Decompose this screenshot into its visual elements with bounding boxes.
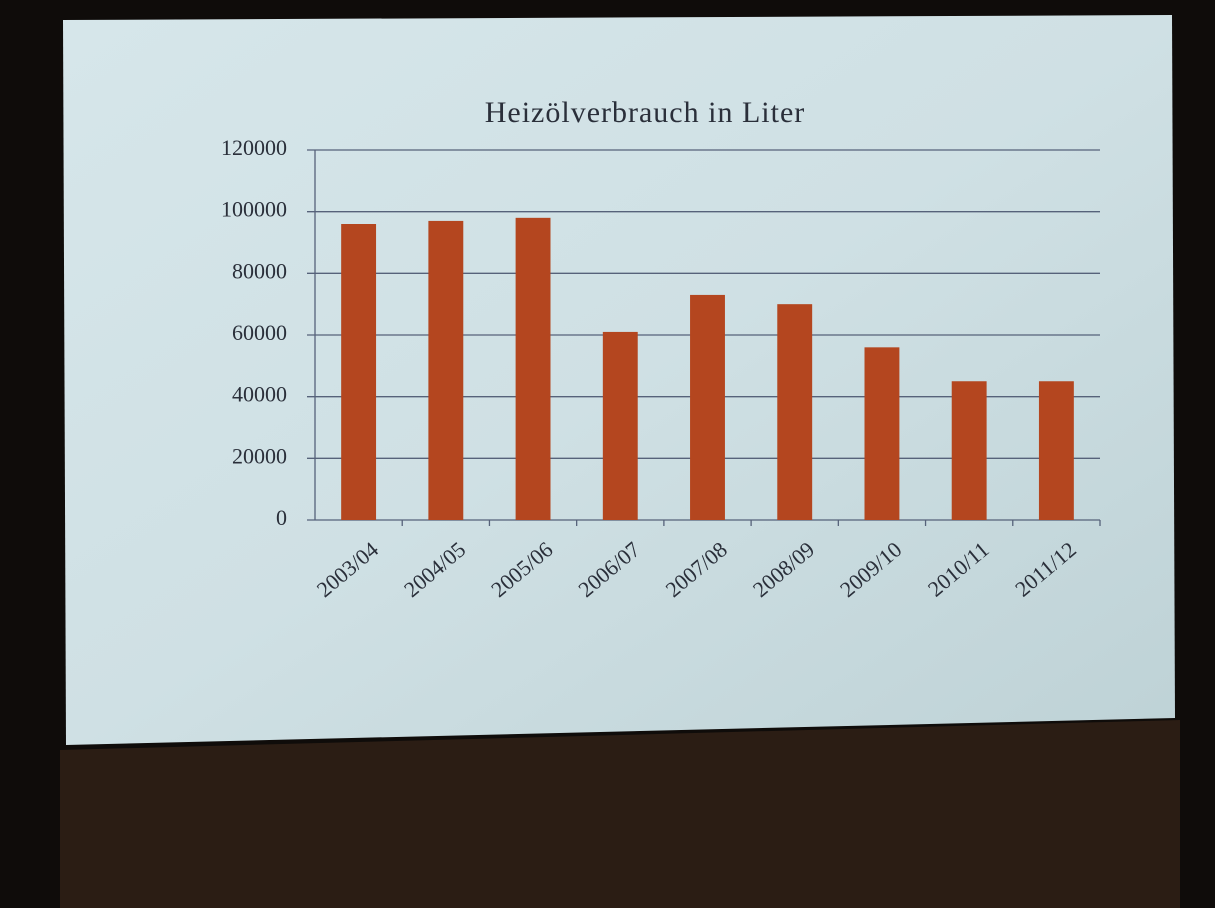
y-tick-label: 20000 (232, 443, 287, 468)
y-tick-label: 0 (276, 505, 287, 530)
y-tick-label: 60000 (232, 320, 287, 345)
bar (341, 224, 376, 520)
bar (428, 221, 463, 520)
chart: Heizölverbrauch in Liter 0 20000 40000 6000… (0, 0, 1215, 908)
wall (60, 720, 1180, 908)
y-tick-label: 100000 (221, 197, 287, 222)
bar (516, 218, 551, 520)
bar (1039, 381, 1074, 520)
bar (952, 381, 987, 520)
bar (690, 295, 725, 520)
chart-title: Heizölverbrauch in Liter (485, 96, 806, 129)
y-tick-label: 80000 (232, 258, 287, 283)
bar (777, 304, 812, 520)
bar (865, 347, 900, 520)
bar (603, 332, 638, 520)
y-tick-label: 40000 (232, 382, 287, 407)
y-tick-label: 120000 (221, 135, 287, 160)
